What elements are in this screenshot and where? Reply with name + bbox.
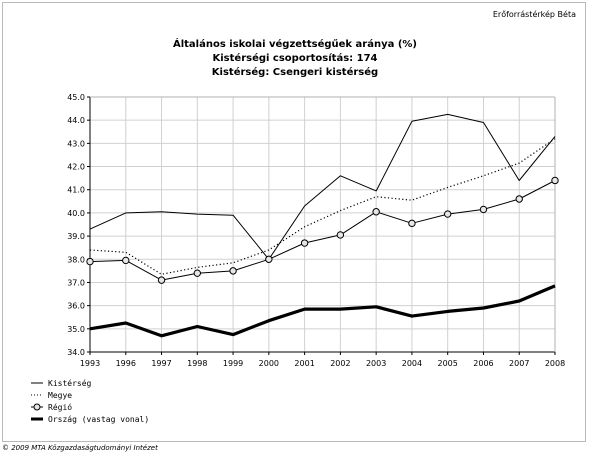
x-tick-label: 2005 bbox=[438, 359, 458, 368]
x-tick-label: 1998 bbox=[187, 359, 207, 368]
chart-title: Általános iskolai végzettségűek aránya (… bbox=[0, 38, 590, 80]
legend-swatch-thin-line bbox=[31, 382, 43, 384]
series-line-orszag bbox=[89, 284, 556, 338]
series-line-regio bbox=[89, 180, 556, 281]
chart-legend: Kistérség Megye Régió Ország (vastag von… bbox=[30, 377, 149, 425]
series-point-regio bbox=[122, 256, 130, 265]
series-point-regio bbox=[157, 276, 166, 284]
x-tick-label: 2006 bbox=[473, 359, 493, 368]
series-point-regio bbox=[372, 208, 380, 216]
series-point-regio bbox=[300, 239, 309, 247]
series-point-regio bbox=[551, 176, 559, 185]
plot-area bbox=[90, 97, 555, 352]
y-tick-label: 40.0 bbox=[67, 209, 85, 218]
x-tick-label: 2003 bbox=[366, 359, 386, 368]
y-tick-label: 36.0 bbox=[67, 302, 85, 311]
subtitle-line: Kistérség: Csengeri kistérség bbox=[211, 67, 379, 78]
x-tick-label: 1999 bbox=[223, 359, 243, 368]
y-tick-label: 35.0 bbox=[67, 325, 85, 334]
x-tick-label: 2000 bbox=[259, 359, 279, 368]
legend-swatch-dotted-line bbox=[31, 394, 43, 396]
series-point-regio bbox=[229, 267, 237, 275]
y-tick-label: 34.0 bbox=[67, 348, 85, 357]
legend-item-orszag: Ország (vastag vonal) bbox=[30, 413, 149, 425]
copyright-text: © 2009 MTA Közgazdaságtudományi Intézet bbox=[2, 444, 158, 452]
series-point-regio bbox=[515, 195, 523, 203]
title-line: Általános iskolai végzettségűek aránya (… bbox=[172, 39, 417, 50]
y-tick-label: 38.0 bbox=[67, 255, 85, 264]
legend-label: Ország (vastag vonal) bbox=[48, 414, 150, 424]
legend-label: Régió bbox=[48, 402, 73, 412]
legend-label: Kistérség bbox=[48, 378, 92, 388]
x-tick-label: 2007 bbox=[509, 359, 529, 368]
series-point-regio bbox=[408, 219, 416, 228]
series-point-regio bbox=[336, 231, 345, 239]
legend-item-regio: Régió bbox=[30, 401, 149, 413]
y-tick-label: 44.0 bbox=[67, 116, 85, 125]
series-point-regio bbox=[193, 269, 202, 277]
y-tick-label: 37.0 bbox=[67, 278, 85, 287]
legend-swatch-circle-line bbox=[31, 403, 43, 411]
legend-item-megye: Megye bbox=[30, 389, 149, 401]
chart-frame bbox=[2, 2, 586, 442]
x-tick-label: 2008 bbox=[545, 359, 565, 368]
x-tick-label: 1996 bbox=[116, 359, 136, 368]
series-point-regio bbox=[443, 210, 452, 218]
y-tick-label: 42.0 bbox=[67, 163, 85, 172]
x-tick-label: 2001 bbox=[294, 359, 314, 368]
subtitle-line: Kistérségi csoportosítás: 174 bbox=[212, 53, 378, 64]
series-point-regio bbox=[265, 255, 273, 263]
legend-item-kisterseg: Kistérség bbox=[30, 377, 149, 389]
y-tick-label: 41.0 bbox=[67, 186, 85, 195]
series-line-megye bbox=[89, 138, 556, 275]
series-point-regio bbox=[86, 257, 94, 266]
series-point-regio bbox=[479, 205, 488, 214]
x-tick-label: 1993 bbox=[80, 359, 100, 368]
series-line-kisterseg bbox=[89, 113, 556, 260]
y-tick-label: 43.0 bbox=[67, 139, 85, 148]
x-tick-label: 1997 bbox=[151, 359, 171, 368]
x-tick-label: 2004 bbox=[402, 359, 422, 368]
brand-label: Erőforrástérkép Béta bbox=[492, 10, 576, 19]
x-tick-label: 2002 bbox=[330, 359, 350, 368]
y-tick-label: 45.0 bbox=[67, 93, 85, 102]
legend-label: Megye bbox=[48, 390, 73, 400]
legend-swatch-thick-line bbox=[31, 417, 43, 421]
y-tick-label: 39.0 bbox=[67, 232, 85, 241]
